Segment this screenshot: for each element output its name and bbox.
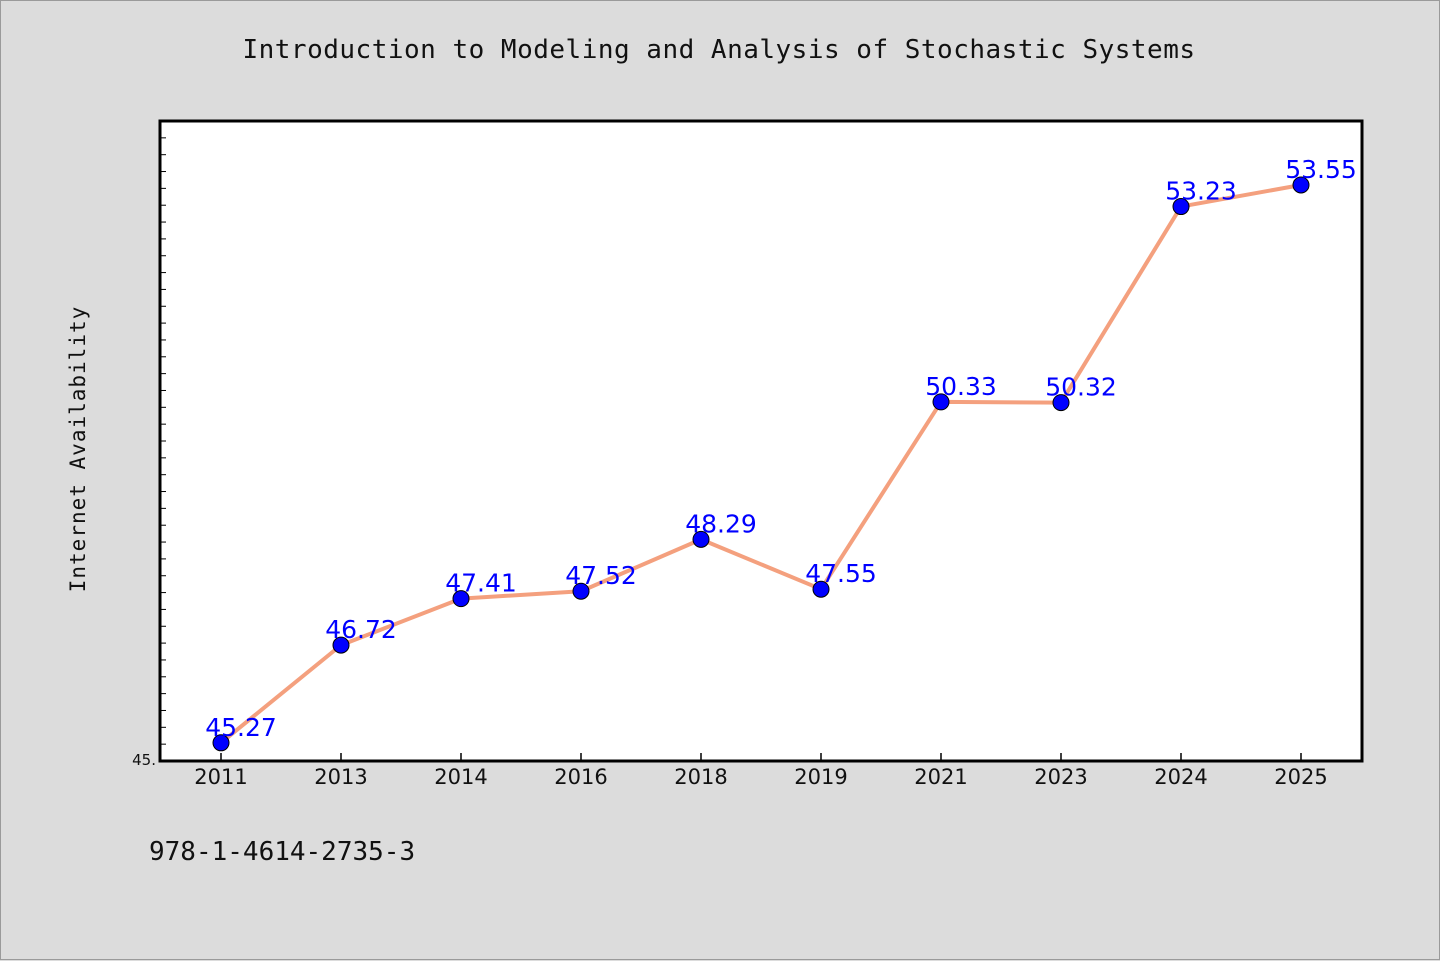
chart-title: Introduction to Modeling and Analysis of… — [242, 35, 1196, 65]
data-point — [1172, 198, 1190, 216]
data-label: 46.72 — [325, 615, 397, 644]
x-tick-label: 2013 — [314, 765, 367, 789]
data-label: 45.27 — [205, 713, 277, 742]
x-tick-label: 2011 — [194, 765, 247, 789]
data-label: 53.23 — [1165, 177, 1237, 206]
data-point — [212, 734, 230, 752]
data-label: 47.55 — [805, 559, 877, 588]
data-point — [452, 590, 470, 608]
x-tick-label: 2016 — [554, 765, 607, 789]
data-point — [812, 580, 830, 598]
data-label: 47.41 — [445, 569, 517, 598]
data-point — [692, 530, 710, 548]
data-point — [572, 582, 590, 600]
footer-isbn: 978-1-4614-2735-3 — [149, 837, 416, 867]
data-point — [1292, 176, 1310, 194]
x-tick-label: 2021 — [914, 765, 967, 789]
x-tick-label: 2025 — [1274, 765, 1327, 789]
x-tick-label: 2014 — [434, 765, 487, 789]
series-line — [219, 183, 1302, 745]
x-tick-label: 2018 — [674, 765, 727, 789]
x-tick-label: 2023 — [1034, 765, 1087, 789]
data-point — [932, 393, 950, 411]
x-tick-label: 2019 — [794, 765, 847, 789]
data-label: 47.52 — [565, 561, 637, 590]
data-point — [1052, 394, 1070, 412]
x-tick-label: 2024 — [1154, 765, 1207, 789]
plot-area — [158, 119, 1364, 763]
y-tick-label: 45. — [132, 751, 156, 769]
data-point — [332, 636, 350, 654]
data-label: 48.29 — [685, 509, 757, 538]
data-label: 50.33 — [925, 372, 997, 401]
data-label: 50.32 — [1045, 373, 1117, 402]
data-label: 53.55 — [1285, 155, 1357, 184]
